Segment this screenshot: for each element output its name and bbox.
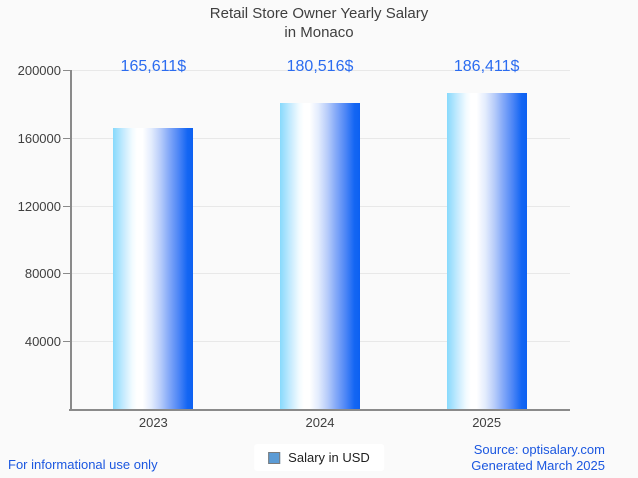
y-axis-tick [63, 341, 70, 343]
x-axis-category-label: 2024 [305, 415, 335, 430]
chart-title-line2: in Monaco [284, 24, 354, 41]
y-axis-tick-label: 160000 [17, 130, 61, 146]
y-axis-tick [63, 137, 70, 139]
generated-text: Generated March 2025 [471, 458, 605, 473]
bar-2025 [446, 93, 527, 409]
bar-2024 [280, 103, 360, 409]
y-axis-tick [63, 70, 70, 71]
y-axis-tick-label: 120000 [17, 198, 61, 214]
legend-swatch-icon [268, 451, 281, 464]
source-text: Source: optisalary.com [473, 442, 605, 457]
chart-title-line1: Retail Store Owner Yearly Salary [209, 5, 429, 22]
legend: Salary in USD [254, 444, 384, 471]
x-axis-category-label: 2023 [138, 415, 168, 430]
chart-title: Retail Store Owner Yearly Salary in Mona… [0, 4, 638, 42]
disclaimer-text: For informational use only [8, 457, 158, 472]
y-axis-tick-label: 40000 [24, 334, 61, 350]
legend-label: Salary in USD [288, 450, 370, 465]
bar-value-label: 186,411$ [453, 58, 520, 75]
y-axis-tick [63, 205, 70, 207]
y-axis-tick [63, 273, 70, 275]
x-axis-category-label: 2025 [472, 415, 502, 430]
y-axis-tick-label: 80000 [24, 266, 61, 282]
x-axis-line [69, 409, 570, 411]
bar-2023 [113, 128, 194, 409]
bar-value-label: 165,611$ [120, 58, 187, 75]
gridline [70, 70, 570, 71]
source-info: Source: optisalary.com Generated March 2… [355, 442, 605, 474]
y-axis-line [70, 70, 72, 409]
y-axis-tick-label: 200000 [17, 63, 61, 78]
bar-value-label: 180,516$ [286, 58, 354, 75]
